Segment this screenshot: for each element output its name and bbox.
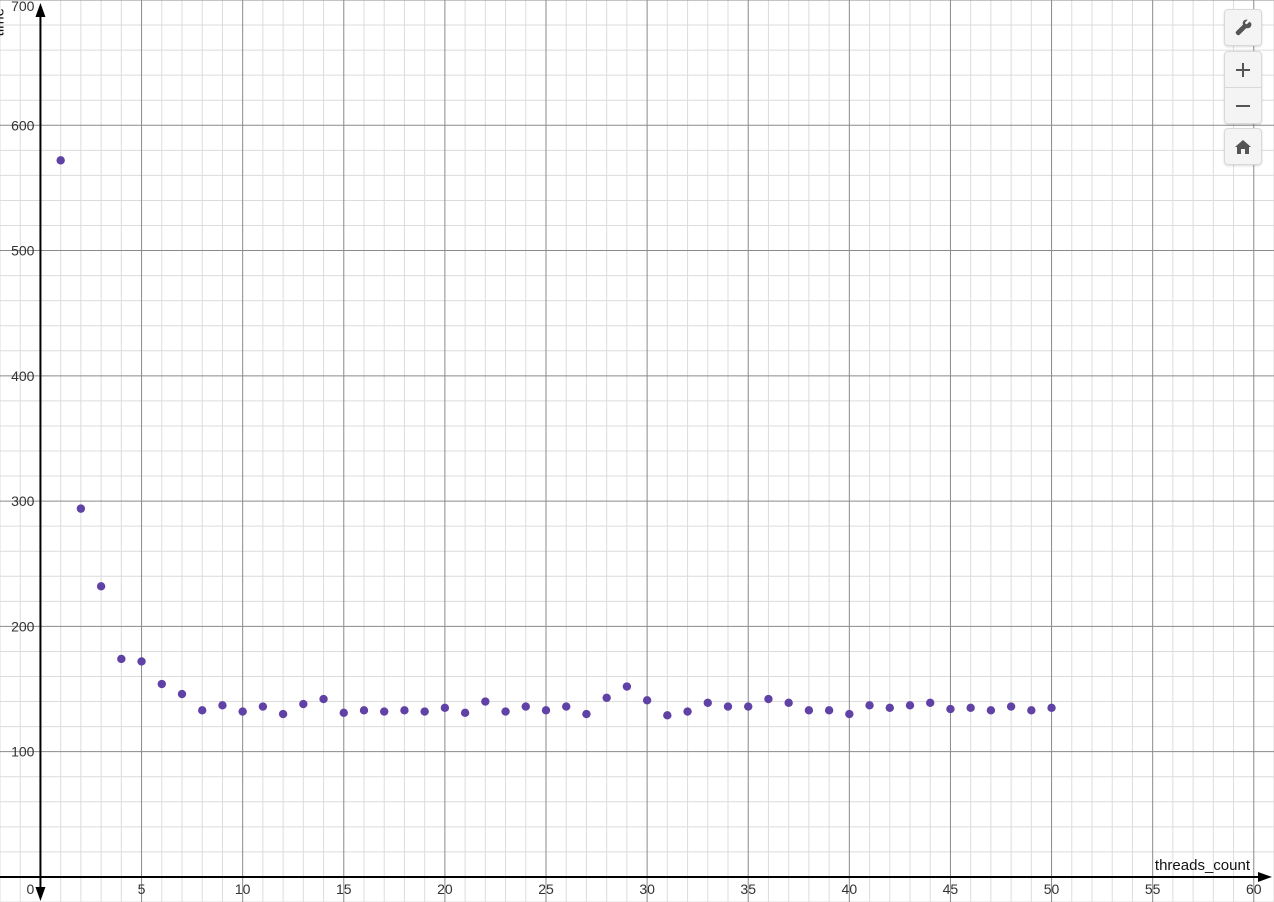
x-tick-label: 60 (1246, 881, 1262, 897)
data-point[interactable] (602, 693, 611, 702)
x-tick-label: 20 (437, 881, 453, 897)
x-tick-label: 0 (27, 881, 35, 897)
x-tick-label: 25 (538, 881, 554, 897)
y-tick-label: 300 (11, 493, 35, 509)
tick-labels: 0 5 10 15 20 25 30 35 40 45 50 55 60 100 200 300 400 500 6… (11, 0, 1262, 897)
wrench-icon (1234, 19, 1252, 37)
settings-control (1224, 9, 1262, 46)
data-point[interactable] (764, 694, 773, 704)
x-tick-label: 30 (639, 881, 655, 897)
data-point[interactable] (845, 709, 854, 719)
data-point[interactable] (683, 707, 692, 716)
data-point[interactable] (1027, 706, 1036, 715)
y-tick-label: 400 (11, 368, 35, 384)
data-point[interactable] (218, 701, 227, 710)
y-axis-title: time (0, 8, 7, 36)
x-tick-label: 35 (740, 881, 756, 897)
data-point[interactable] (359, 706, 369, 715)
data-point[interactable] (299, 699, 308, 709)
x-axis-title: threads_count (1155, 857, 1251, 874)
data-point[interactable] (1006, 702, 1016, 711)
data-point[interactable] (76, 504, 86, 513)
home-icon (1235, 139, 1251, 154)
data-point[interactable] (481, 697, 490, 706)
data-point[interactable] (117, 654, 126, 664)
plus-icon (1236, 62, 1250, 77)
data-point[interactable] (541, 706, 551, 715)
data-point[interactable] (946, 704, 955, 714)
data-point[interactable] (380, 707, 389, 716)
y-axis-arrow-up (35, 3, 46, 17)
data-point[interactable] (905, 701, 915, 710)
x-tick-label: 15 (336, 881, 352, 897)
y-axis-arrow-down (35, 887, 46, 901)
data-point[interactable] (966, 703, 975, 713)
data-point[interactable] (56, 156, 65, 165)
data-point[interactable] (177, 689, 187, 699)
zoom-out-button[interactable] (1225, 87, 1261, 123)
data-point[interactable] (258, 702, 268, 711)
data-point[interactable] (663, 711, 672, 720)
data-point[interactable] (278, 709, 288, 719)
data-point[interactable] (440, 703, 450, 713)
home-button[interactable] (1225, 129, 1261, 164)
data-point[interactable] (400, 706, 409, 715)
zoom-controls (1224, 51, 1262, 124)
x-tick-label: 50 (1044, 881, 1060, 897)
data-point[interactable] (1047, 703, 1056, 713)
data-point[interactable] (501, 707, 510, 716)
data-points (56, 156, 1056, 720)
data-point[interactable] (460, 708, 470, 718)
data-point[interactable] (339, 708, 348, 718)
data-point[interactable] (420, 707, 429, 716)
x-tick-label: 10 (235, 881, 251, 897)
data-point[interactable] (865, 701, 874, 710)
data-point[interactable] (784, 698, 793, 708)
data-point[interactable] (238, 707, 247, 716)
home-control (1224, 128, 1262, 165)
x-tick-label: 45 (943, 881, 959, 897)
x-tick-label: 40 (842, 881, 858, 897)
axes (0, 3, 1272, 901)
data-point[interactable] (137, 657, 146, 666)
data-point[interactable] (642, 696, 652, 705)
data-point[interactable] (703, 698, 712, 708)
y-tick-label: 700 (11, 0, 35, 14)
data-point[interactable] (198, 706, 207, 715)
data-point[interactable] (582, 709, 591, 719)
data-point[interactable] (319, 694, 328, 704)
y-tick-label: 100 (11, 744, 35, 760)
data-point[interactable] (986, 706, 996, 715)
data-point[interactable] (885, 703, 894, 713)
y-tick-label: 200 (11, 618, 35, 634)
data-point[interactable] (562, 702, 571, 711)
zoom-in-button[interactable] (1225, 52, 1261, 87)
data-point[interactable] (622, 682, 632, 691)
minus-icon (1236, 99, 1250, 113)
data-point[interactable] (96, 582, 106, 591)
settings-button[interactable] (1225, 10, 1261, 45)
x-tick-label: 5 (138, 881, 146, 897)
y-tick-label: 600 (11, 117, 35, 133)
y-tick-label: 500 (11, 243, 35, 259)
data-point[interactable] (723, 702, 733, 711)
data-point[interactable] (157, 679, 166, 689)
data-point[interactable] (744, 702, 753, 711)
x-tick-label: 55 (1145, 881, 1161, 897)
data-point[interactable] (804, 706, 814, 715)
data-point[interactable] (824, 706, 834, 715)
data-point[interactable] (926, 698, 935, 708)
x-axis-arrow (1258, 871, 1272, 882)
data-point[interactable] (521, 702, 530, 711)
